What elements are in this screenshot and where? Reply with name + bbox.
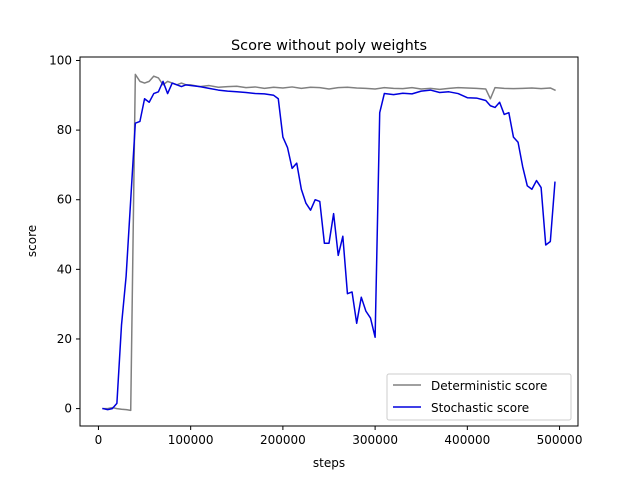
x-tick-label: 200000: [260, 433, 306, 447]
x-tick-label: 500000: [537, 433, 583, 447]
x-tick-label: 400000: [444, 433, 490, 447]
x-tick-label: 100000: [168, 433, 214, 447]
chart-title: Score without poly weights: [231, 38, 427, 54]
x-tick-label: 300000: [352, 433, 398, 447]
series-line-deterministic: [102, 73, 556, 412]
y-axis-label: score: [25, 225, 39, 257]
x-axis-label: steps: [313, 456, 345, 470]
legend: Deterministic score Stochastic score: [386, 373, 572, 421]
y-tick-label: 40: [57, 262, 72, 276]
series-line-stochastic: [102, 80, 556, 411]
plot-frame: [79, 56, 579, 427]
legend-label-deterministic: Deterministic score: [431, 379, 547, 393]
legend-box: [386, 373, 572, 421]
y-tick-label: 100: [49, 53, 72, 67]
y-tick-label: 20: [57, 332, 72, 346]
y-axis: 0 20 40 60 80 100: [49, 53, 80, 416]
y-tick-label: 60: [57, 193, 72, 207]
y-tick-label: 80: [57, 123, 72, 137]
legend-label-stochastic: Stochastic score: [431, 401, 529, 415]
series-layer: [102, 73, 556, 412]
x-tick-label: 0: [95, 433, 103, 447]
x-axis: 0 100000 200000 300000 400000 500000: [95, 426, 583, 447]
y-tick-label: 0: [64, 402, 72, 416]
